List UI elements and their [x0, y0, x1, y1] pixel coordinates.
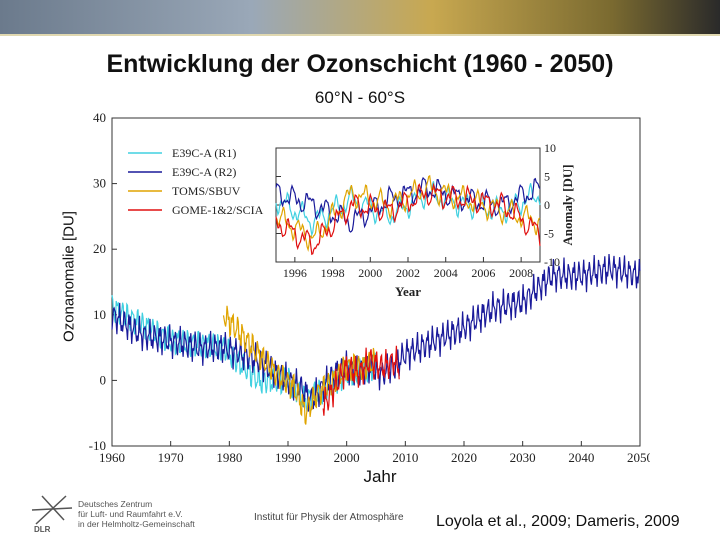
y-tick-label-1: -5	[544, 227, 554, 241]
citation: Loyola et al., 2009; Dameris, 2009	[436, 513, 680, 530]
y-tick-label-0: 40	[93, 110, 106, 125]
page-subtitle: 60°N - 60°S	[314, 88, 406, 107]
y-tick-label-0: -10	[89, 438, 106, 453]
series-line-0-1	[111, 253, 641, 412]
x-tick-label-0: 1980	[216, 450, 242, 465]
x-axis-label: Jahr	[363, 467, 397, 486]
inset-x-label: Year	[395, 284, 421, 299]
logo-line-2: für Luft- und Raumfahrt e.V.	[78, 509, 183, 519]
y-tick-label-0: 20	[93, 241, 106, 256]
x-tick-label-0: 1970	[158, 450, 184, 465]
series-line-1-1	[275, 176, 541, 233]
x-tick-label-1: 2004	[434, 266, 458, 280]
logo-text: Deutsches Zentrum für Luft- und Raumfahr…	[78, 499, 195, 529]
logo-abbr: DLR	[34, 525, 51, 534]
x-tick-label-0: 2000	[334, 450, 360, 465]
x-tick-label-0: 1990	[275, 450, 301, 465]
x-tick-label-0: 1960	[99, 450, 125, 465]
x-tick-label-0: 2040	[568, 450, 594, 465]
x-tick-label-1: 2000	[358, 266, 382, 280]
y-tick-label-0: 0	[100, 372, 107, 387]
x-tick-label-1: 1998	[321, 266, 345, 280]
y-tick-label-0: 30	[93, 176, 106, 191]
page-title: Entwicklung der Ozonschicht (1960 - 2050…	[106, 50, 614, 78]
legend-label: E39C-A (R1)	[172, 146, 236, 160]
y-tick-label-1: 0	[544, 198, 550, 212]
x-tick-label-1: 2006	[471, 266, 495, 280]
header-banner	[0, 0, 720, 36]
y-tick-label-1: 10	[544, 141, 556, 155]
ozone-chart: 1960 1970 1980 1990 2000 2010 2020 2030 2040 2050…	[89, 110, 650, 465]
series-line-1-0	[275, 181, 541, 238]
x-tick-label-0: 2020	[451, 450, 477, 465]
x-tick-label-0: 2030	[510, 450, 536, 465]
series-line-0-3	[322, 345, 400, 416]
y-axis-label: Ozonanomalie [DU]	[60, 211, 78, 342]
x-tick-label-0: 2010	[392, 450, 418, 465]
series-line-1-3	[275, 182, 541, 256]
inset-y-label: Anomaly [DU]	[560, 164, 575, 245]
dlr-logo: DLR	[31, 495, 73, 534]
y-tick-label-1: -10	[544, 255, 560, 269]
y-tick-label-0: 10	[93, 307, 106, 322]
legend-label: TOMS/SBUV	[172, 184, 241, 198]
logo-line-3: in der Helmholtz-Gemeinschaft	[78, 519, 195, 529]
legend-label: E39C-A (R2)	[172, 165, 236, 179]
institute-name: Institut für Physik der Atmosphäre	[254, 512, 404, 523]
x-tick-label-1: 1996	[283, 266, 307, 280]
x-tick-label-1: 2008	[509, 266, 533, 280]
logo-line-1: Deutsches Zentrum	[78, 499, 153, 509]
x-tick-label-1: 2002	[396, 266, 420, 280]
legend-label: GOME-1&2/SCIA	[172, 203, 264, 217]
y-tick-label-1: 5	[544, 170, 550, 184]
x-tick-label-0: 2050	[627, 450, 650, 465]
